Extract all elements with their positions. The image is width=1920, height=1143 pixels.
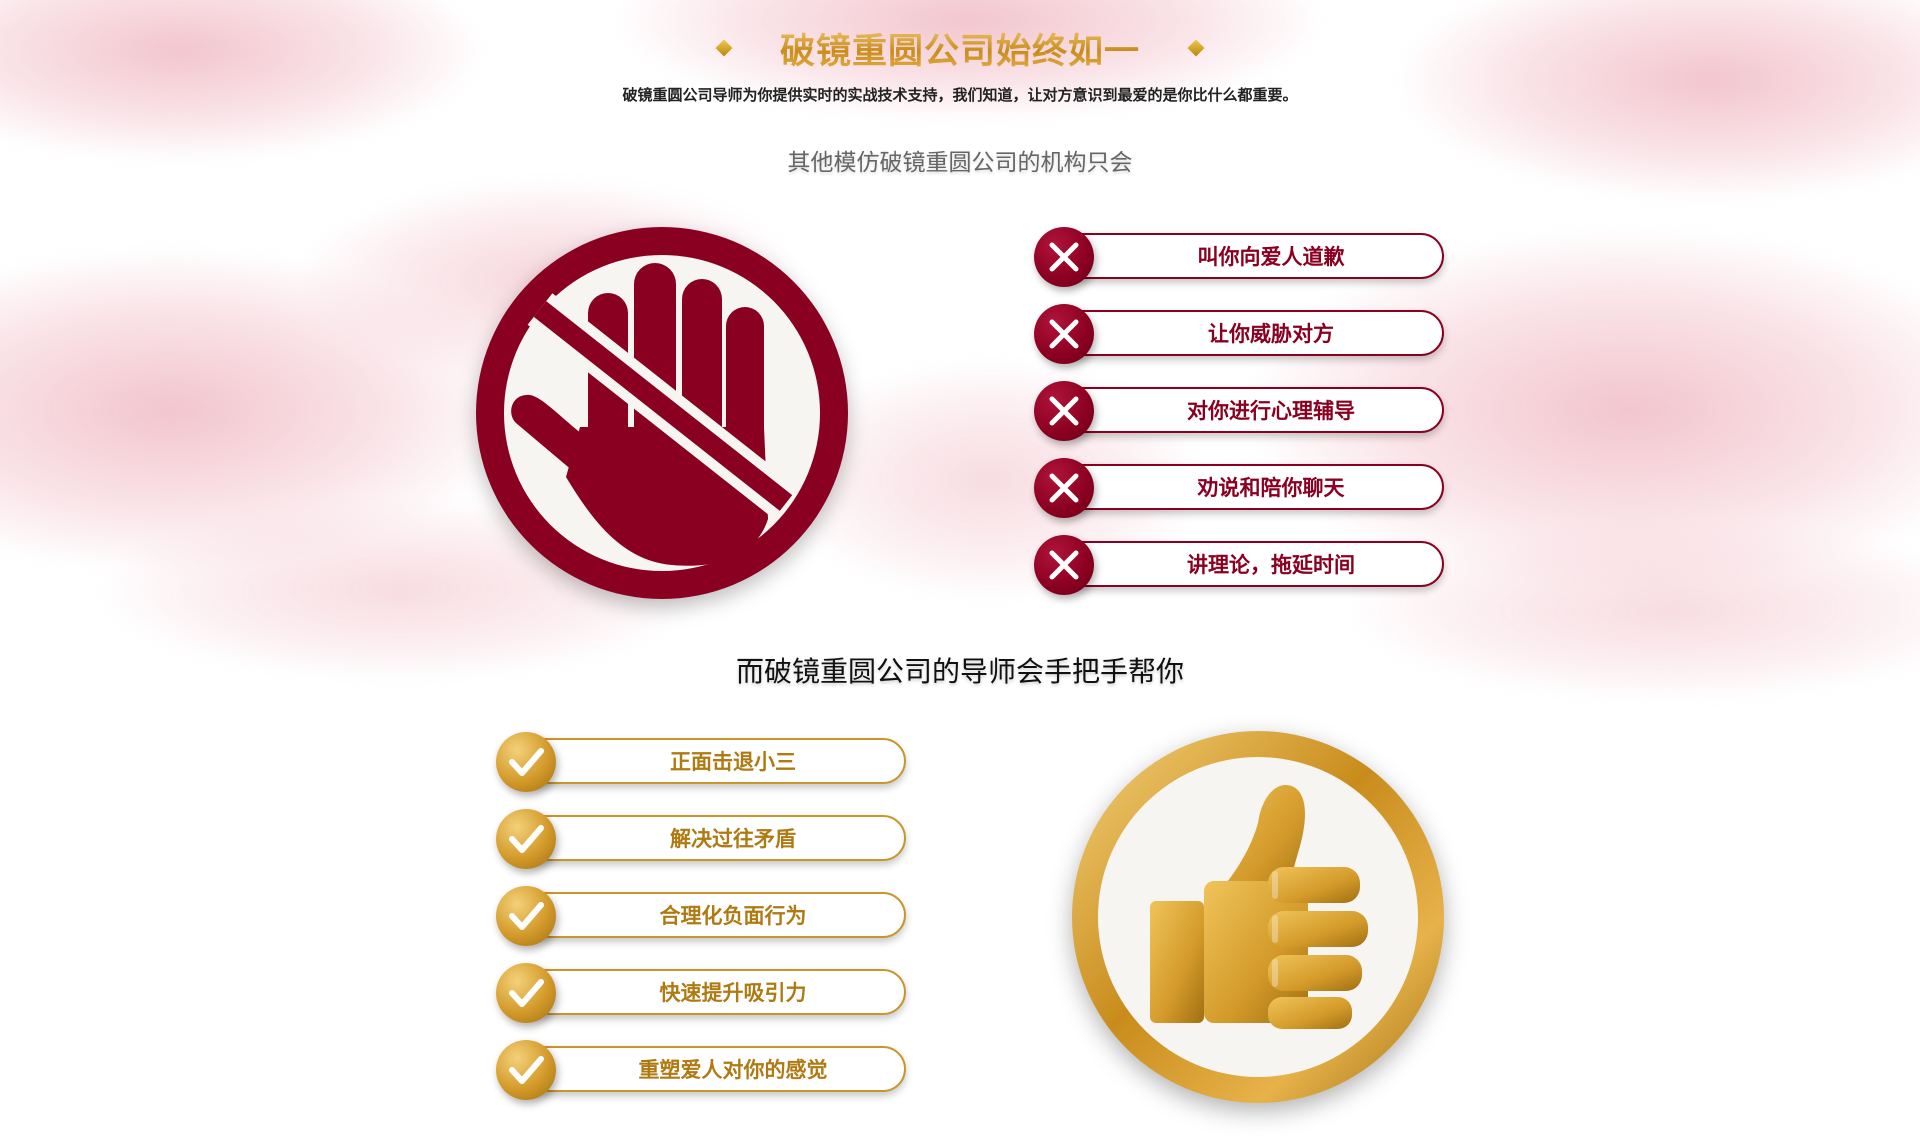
cross-icon (1034, 458, 1094, 518)
diamond-icon (1187, 39, 1205, 57)
list-item: 快速提升吸引力 (496, 963, 912, 1023)
pink-cloud-background (0, 0, 1920, 700)
list-item: 重塑爱人对你的感觉 (496, 1040, 912, 1100)
header-title-row: 破镜重圆公司始终如一 (0, 20, 1920, 76)
section-good-heading: 而破镜重圆公司的导师会手把手帮你 (735, 655, 1184, 688)
list-item-label: 合理化负面行为 (520, 892, 906, 938)
list-item: 对你进行心理辅导 (1034, 381, 1450, 441)
list-item-label: 叫你向爱人道歉 (1058, 233, 1444, 279)
check-icon (496, 809, 556, 869)
thumbs-up-icon (1072, 731, 1444, 1103)
list-item: 合理化负面行为 (496, 886, 912, 946)
list-item-label: 对你进行心理辅导 (1058, 387, 1444, 433)
stop-hand-icon (476, 227, 848, 599)
check-icon (496, 963, 556, 1023)
list-item-label: 让你威胁对方 (1058, 310, 1444, 356)
cross-icon (1034, 227, 1094, 287)
check-icon (496, 886, 556, 946)
list-item: 解决过往矛盾 (496, 809, 912, 869)
list-item-label: 解决过往矛盾 (520, 815, 906, 861)
list-item-label: 劝说和陪你聊天 (1058, 464, 1444, 510)
list-item-label: 正面击退小三 (520, 738, 906, 784)
section-bad-heading: 其他模仿破镜重圆公司的机构只会 (787, 150, 1133, 176)
cross-icon (1034, 381, 1094, 441)
list-item-label: 重塑爱人对你的感觉 (520, 1046, 906, 1092)
list-item: 叫你向爱人道歉 (1034, 227, 1450, 287)
page-subtitle: 破镜重圆公司导师为你提供实时的实战技术支持，我们知道，让对方意识到最爱的是你比什… (622, 86, 1298, 104)
list-item-label: 快速提升吸引力 (520, 969, 906, 1015)
list-item: 让你威胁对方 (1034, 304, 1450, 364)
good-methods-list: 正面击退小三 解决过往矛盾 合理化负面行为 快速提升吸引力 重塑爱人对你的感觉 (496, 732, 912, 1117)
list-item: 正面击退小三 (496, 732, 912, 792)
page-title: 破镜重圆公司始终如一 (780, 23, 1140, 74)
cross-icon (1034, 304, 1094, 364)
list-item: 讲理论，拖延时间 (1034, 535, 1450, 595)
diamond-icon (715, 39, 733, 57)
list-item: 劝说和陪你聊天 (1034, 458, 1450, 518)
bad-methods-list: 叫你向爱人道歉 让你威胁对方 对你进行心理辅导 劝说和陪你聊天 讲理论，拖延时间 (1034, 227, 1450, 612)
list-item-label: 讲理论，拖延时间 (1058, 541, 1444, 587)
check-icon (496, 732, 556, 792)
cross-icon (1034, 535, 1094, 595)
check-icon (496, 1040, 556, 1100)
